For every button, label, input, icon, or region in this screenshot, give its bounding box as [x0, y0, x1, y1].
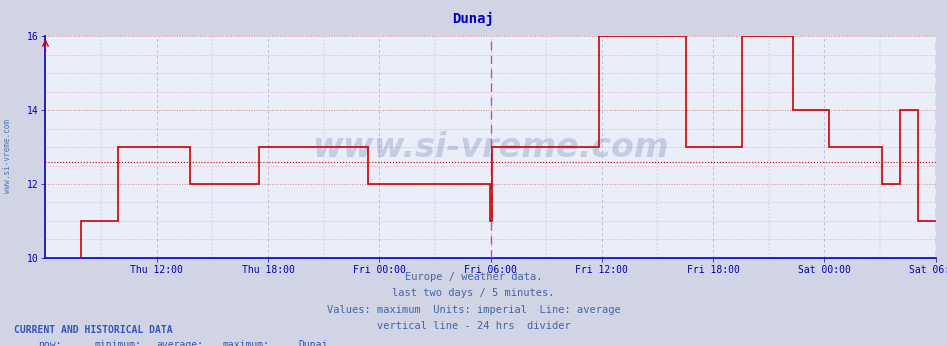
Text: Europe / weather data.: Europe / weather data.: [404, 272, 543, 282]
Text: average:: average:: [156, 340, 204, 346]
Text: www.si-vreme.com: www.si-vreme.com: [313, 130, 669, 164]
Text: now:: now:: [38, 340, 62, 346]
Text: maximum:: maximum:: [223, 340, 270, 346]
Text: www.si-vreme.com: www.si-vreme.com: [3, 119, 12, 193]
Text: Dunaj: Dunaj: [453, 12, 494, 26]
Text: vertical line - 24 hrs  divider: vertical line - 24 hrs divider: [377, 321, 570, 331]
Text: minimum:: minimum:: [95, 340, 142, 346]
Text: last two days / 5 minutes.: last two days / 5 minutes.: [392, 288, 555, 298]
Text: Dunaj: Dunaj: [298, 340, 328, 346]
Text: CURRENT AND HISTORICAL DATA: CURRENT AND HISTORICAL DATA: [14, 325, 173, 335]
Text: Values: maximum  Units: imperial  Line: average: Values: maximum Units: imperial Line: av…: [327, 305, 620, 315]
